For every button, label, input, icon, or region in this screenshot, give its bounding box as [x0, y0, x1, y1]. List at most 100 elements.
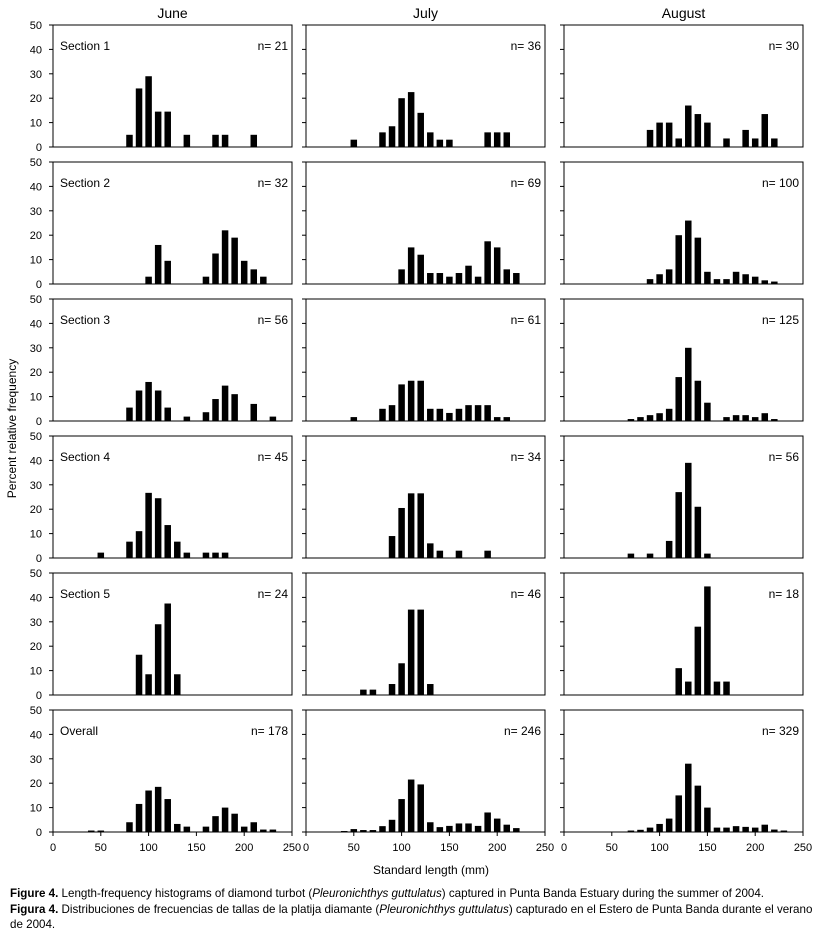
- histogram-bar: [656, 823, 663, 832]
- histogram-bar: [780, 830, 788, 832]
- y-tick-label: 30: [30, 480, 42, 492]
- histogram-bar: [627, 553, 635, 558]
- caption-spanish: Figura 4. Distribuciones de frecuencias …: [10, 902, 825, 933]
- histogram-bar: [675, 492, 682, 558]
- histogram-bar: [388, 684, 396, 695]
- histogram-bar: [164, 260, 171, 284]
- x-tick-label: 50: [95, 842, 107, 854]
- histogram-bar: [484, 812, 491, 832]
- histogram-bar: [665, 408, 673, 421]
- y-tick-label: 50: [30, 20, 42, 32]
- panel-frame: [563, 709, 804, 833]
- histogram-bar: [646, 553, 654, 558]
- histogram-bar: [455, 273, 463, 284]
- y-tick-label: 40: [30, 44, 42, 56]
- histogram-bar: [154, 390, 162, 421]
- histogram-bar: [260, 829, 267, 832]
- histogram-bar: [484, 405, 491, 421]
- x-tick-label: 0: [561, 842, 567, 854]
- histogram-bar: [417, 254, 424, 284]
- y-tick-label: 50: [30, 157, 42, 169]
- histogram-bar: [212, 134, 219, 147]
- histogram-bar: [126, 407, 133, 421]
- panel-frame: [305, 161, 546, 285]
- row-label-section-2: Section 2: [60, 176, 110, 190]
- panel-frame: [52, 435, 293, 559]
- y-tick-label: 10: [30, 529, 42, 541]
- histogram-bar: [427, 273, 434, 284]
- panel-frame: [563, 298, 804, 422]
- sample-size-label: n= 18: [769, 587, 800, 601]
- histogram-bar: [446, 412, 453, 421]
- histogram-bar: [751, 138, 759, 147]
- histogram-bar: [656, 413, 663, 421]
- x-tick-label: 0: [303, 842, 309, 854]
- histogram-bar: [183, 134, 191, 147]
- sample-size-label: n= 61: [511, 313, 542, 327]
- y-tick-label: 20: [30, 641, 42, 653]
- sample-size-label: n= 32: [258, 176, 289, 190]
- x-axis-title: Standard length (mm): [373, 863, 489, 877]
- y-tick-label: 10: [30, 392, 42, 404]
- row-label-overall: Overall: [60, 724, 98, 738]
- histogram-bar: [379, 408, 386, 421]
- histogram-bar: [704, 122, 711, 147]
- x-tick-label: 250: [283, 842, 301, 854]
- histogram-bar: [771, 829, 778, 832]
- histogram-bar: [398, 269, 405, 284]
- histogram-bar: [388, 819, 396, 832]
- histogram-bar: [656, 274, 663, 284]
- histogram-bar: [417, 112, 424, 147]
- histogram-bar: [174, 674, 181, 695]
- sample-size-label: n= 36: [511, 39, 542, 53]
- row-label-section-4: Section 4: [60, 450, 110, 464]
- histogram-bar: [417, 493, 424, 558]
- histogram-bar: [135, 88, 143, 147]
- histogram-bar: [398, 799, 405, 832]
- histogram-bar: [212, 253, 219, 284]
- sample-size-label: n= 46: [511, 587, 542, 601]
- histogram-bar: [685, 681, 692, 695]
- y-tick-label: 0: [36, 690, 42, 702]
- x-tick-label: 150: [698, 842, 716, 854]
- histogram-bar: [369, 830, 377, 832]
- histogram-bar: [685, 220, 692, 284]
- histogram-bar: [675, 377, 682, 421]
- histogram-bar: [704, 402, 711, 421]
- caption-en-species: Pleuronichthys guttulatus: [312, 887, 442, 900]
- histogram-bar: [713, 827, 721, 832]
- histogram-bar: [713, 279, 721, 284]
- histogram-bar: [675, 235, 682, 284]
- histogram-bar: [637, 417, 644, 421]
- histogram-bar: [350, 417, 358, 421]
- histogram-bar: [145, 276, 152, 284]
- histogram-bar: [388, 405, 396, 421]
- histogram-bar: [269, 416, 277, 421]
- histogram-bar: [446, 139, 453, 147]
- sample-size-label: n= 178: [251, 724, 288, 738]
- histogram-bar: [771, 281, 778, 284]
- histogram-bar: [704, 586, 711, 695]
- histogram-bar: [202, 412, 210, 421]
- y-tick-label: 30: [30, 69, 42, 81]
- histogram-bar: [260, 276, 267, 284]
- histogram-bar: [732, 271, 740, 284]
- histogram-bar: [154, 111, 162, 147]
- x-tick-label: 100: [392, 842, 410, 854]
- y-tick-label: 30: [30, 617, 42, 629]
- caption-es-text-2: ) capturado en el Estero de Punta Banda …: [10, 902, 813, 932]
- histogram-bar: [513, 828, 520, 832]
- histogram-bar: [751, 827, 759, 832]
- sample-size-label: n= 34: [511, 450, 542, 464]
- y-tick-label: 40: [30, 592, 42, 604]
- histogram-bar: [465, 265, 472, 284]
- histogram-bar: [417, 784, 424, 832]
- histogram-bar: [145, 674, 152, 695]
- panel-frame: [52, 298, 293, 422]
- histogram-bar: [154, 244, 162, 284]
- y-tick-label: 10: [30, 118, 42, 130]
- histogram-bar: [427, 684, 434, 695]
- histogram-bar: [436, 827, 444, 832]
- histogram-bar: [407, 247, 415, 284]
- caption-es-text-1: Distribuciones de frecuencias de tallas …: [58, 902, 380, 916]
